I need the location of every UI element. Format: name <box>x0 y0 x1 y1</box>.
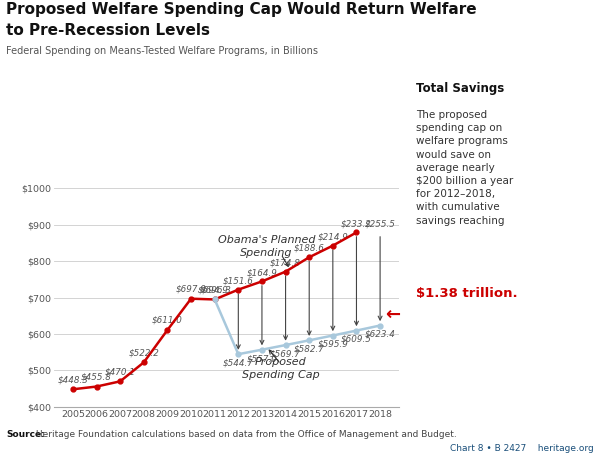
Text: $214.9: $214.9 <box>317 232 348 241</box>
Text: $544.7: $544.7 <box>223 359 254 367</box>
Text: $557.0: $557.0 <box>247 354 277 363</box>
Text: ←: ← <box>385 306 400 324</box>
Text: $697.0: $697.0 <box>176 285 206 293</box>
Text: $696.3: $696.3 <box>200 286 232 294</box>
Text: to Pre-Recession Levels: to Pre-Recession Levels <box>6 23 210 38</box>
Text: Federal Spending on Means-Tested Welfare Programs, in Billions: Federal Spending on Means-Tested Welfare… <box>6 46 318 57</box>
Text: $522.2: $522.2 <box>128 348 159 357</box>
Text: $595.9: $595.9 <box>317 340 348 349</box>
Text: $233.2: $233.2 <box>341 219 372 228</box>
Text: The proposed
spending cap on
welfare programs
would save on
average nearly
$200 : The proposed spending cap on welfare pro… <box>416 110 513 226</box>
Text: $611.0: $611.0 <box>152 316 183 325</box>
Text: $164.9: $164.9 <box>247 268 277 277</box>
Text: $255.5: $255.5 <box>365 219 395 228</box>
Text: $470.1: $470.1 <box>105 367 136 376</box>
Text: Source:: Source: <box>6 430 45 439</box>
Text: Obama's Planned
Spending: Obama's Planned Spending <box>218 235 316 258</box>
Text: $174.8: $174.8 <box>270 258 301 267</box>
Text: Heritage Foundation calculations based on data from the Office of Management and: Heritage Foundation calculations based o… <box>33 430 457 439</box>
Text: $455.8: $455.8 <box>81 372 112 381</box>
Text: Chart 8 • B 2427    heritage.org: Chart 8 • B 2427 heritage.org <box>450 445 594 453</box>
Text: $694.9: $694.9 <box>198 286 229 294</box>
Text: Total Savings: Total Savings <box>416 82 504 95</box>
Text: $448.3: $448.3 <box>58 375 88 384</box>
Text: $609.5: $609.5 <box>341 335 372 344</box>
Text: $623.4: $623.4 <box>365 330 395 339</box>
Text: $151.6: $151.6 <box>223 276 254 285</box>
Text: Proposed
Spending Cap: Proposed Spending Cap <box>242 358 320 380</box>
Text: $582.7: $582.7 <box>294 345 325 354</box>
Text: $1.38 trillion.: $1.38 trillion. <box>416 287 518 300</box>
Text: $569.7: $569.7 <box>270 349 301 359</box>
Text: Proposed Welfare Spending Cap Would Return Welfare: Proposed Welfare Spending Cap Would Retu… <box>6 2 476 17</box>
Text: $188.6: $188.6 <box>294 244 325 253</box>
